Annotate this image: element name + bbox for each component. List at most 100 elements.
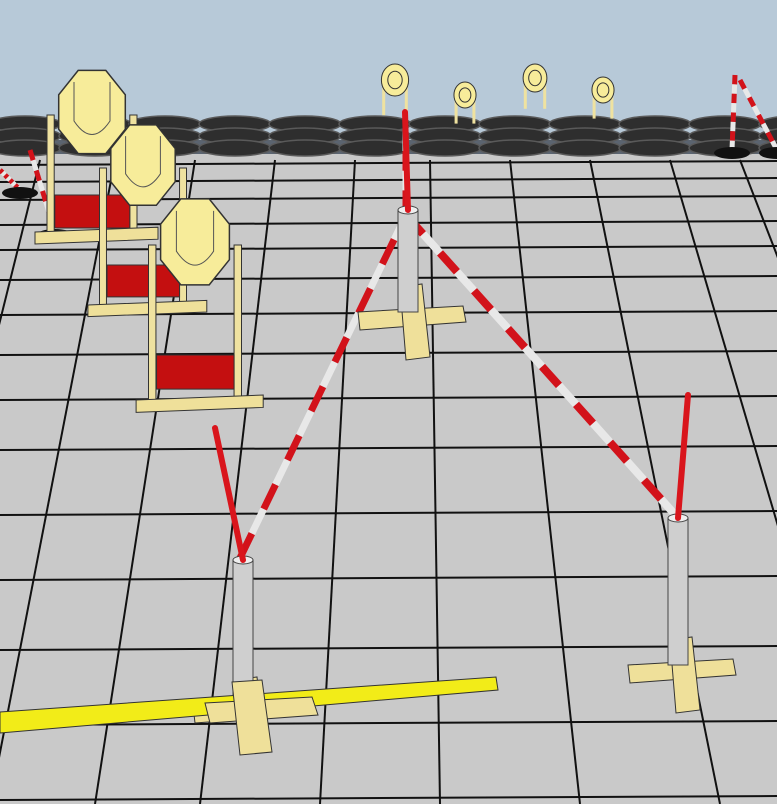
target-leg — [472, 95, 476, 124]
tape-stripe — [355, 286, 374, 315]
target-leg — [148, 244, 157, 401]
target-leg — [382, 80, 386, 116]
pole-rod — [402, 109, 411, 213]
grid-line — [0, 159, 41, 326]
target-outline — [73, 82, 111, 135]
post-stripe — [760, 122, 770, 134]
post-base — [2, 187, 38, 199]
tape-stripe — [539, 363, 562, 389]
target-face — [453, 81, 477, 109]
target-plate — [156, 354, 235, 390]
target-leg — [46, 114, 55, 233]
tape-stripe — [331, 335, 350, 364]
pole-base — [231, 679, 273, 756]
post-stripe — [40, 190, 49, 202]
tape-stripe — [307, 384, 327, 413]
target-leg — [404, 80, 408, 116]
tape-stripe — [379, 237, 398, 266]
pole-rod — [675, 392, 691, 521]
grid-line — [0, 795, 777, 801]
post-stripe — [30, 159, 39, 172]
target-face — [159, 198, 231, 286]
steel-targets — [34, 69, 264, 413]
start-line — [0, 676, 499, 756]
tape-stripe — [272, 458, 291, 487]
tape-stripe — [437, 250, 460, 275]
post-stripe — [737, 78, 747, 90]
marker-pole — [357, 109, 467, 361]
post-stripe — [747, 96, 757, 108]
target-plate — [106, 264, 181, 298]
tape-stripe — [641, 477, 664, 502]
tape-stripe — [471, 288, 494, 313]
target-ring — [596, 82, 610, 98]
steel-target — [135, 198, 264, 413]
pole-rod — [212, 425, 246, 563]
tape-stripe — [573, 401, 596, 426]
grid-line — [0, 510, 777, 516]
tape-stripe — [367, 262, 386, 291]
target-base — [34, 226, 159, 245]
grid-line — [0, 159, 116, 758]
target-ring — [387, 70, 403, 90]
tape-stripe — [284, 433, 303, 462]
tape-stripe — [454, 269, 477, 294]
tape-stripe — [296, 409, 315, 438]
pole-tube — [397, 209, 419, 313]
tape-stripe — [343, 311, 362, 340]
grid-line — [0, 720, 777, 726]
steel-target — [34, 69, 159, 245]
tape-stripe — [420, 231, 443, 256]
post-stripe — [0, 170, 7, 177]
post-stripe — [36, 180, 45, 192]
post-stripe — [765, 131, 775, 143]
tire — [548, 139, 622, 157]
tire — [408, 139, 482, 157]
grid-line — [0, 350, 777, 356]
grid-line — [509, 159, 581, 804]
target-leg — [523, 78, 527, 109]
grid-line — [669, 159, 777, 527]
target-face — [591, 76, 615, 104]
grid-line — [429, 159, 441, 804]
post-stripe — [8, 178, 15, 185]
target-leg — [99, 167, 107, 306]
target-face — [110, 124, 176, 207]
tape-stripe — [590, 420, 613, 445]
post-stripe — [3, 173, 10, 180]
tape-stripe — [556, 382, 579, 408]
post-stripe — [5, 175, 12, 182]
post-stripe — [742, 87, 752, 99]
post-stripe — [10, 180, 17, 187]
tape-stripe — [248, 507, 267, 536]
target-face — [522, 63, 548, 93]
post-base — [714, 147, 750, 159]
tape-stripe — [260, 482, 279, 511]
tire — [268, 139, 342, 157]
tire — [618, 139, 692, 157]
barrier-post-right — [714, 74, 777, 159]
tape-stripe — [319, 360, 339, 389]
post-stripe — [0, 168, 5, 175]
tape-stripe — [522, 344, 545, 370]
post-base — [759, 147, 777, 159]
target-face — [380, 63, 410, 97]
tire — [478, 139, 552, 157]
post-stripe — [27, 149, 36, 161]
tire — [338, 139, 412, 157]
tape-stripe — [607, 439, 630, 464]
target-outline — [125, 136, 161, 188]
tape-stripe — [488, 307, 511, 332]
target-face — [57, 69, 127, 155]
tire — [198, 139, 272, 157]
grid-line — [0, 645, 777, 651]
target-leg — [592, 90, 596, 119]
target-base — [87, 299, 208, 318]
marker-pole — [627, 392, 737, 714]
post-stripe — [756, 113, 766, 125]
far-targets — [380, 63, 615, 124]
target-outline — [175, 210, 215, 266]
target-leg — [543, 78, 547, 109]
grid-line — [0, 395, 777, 401]
